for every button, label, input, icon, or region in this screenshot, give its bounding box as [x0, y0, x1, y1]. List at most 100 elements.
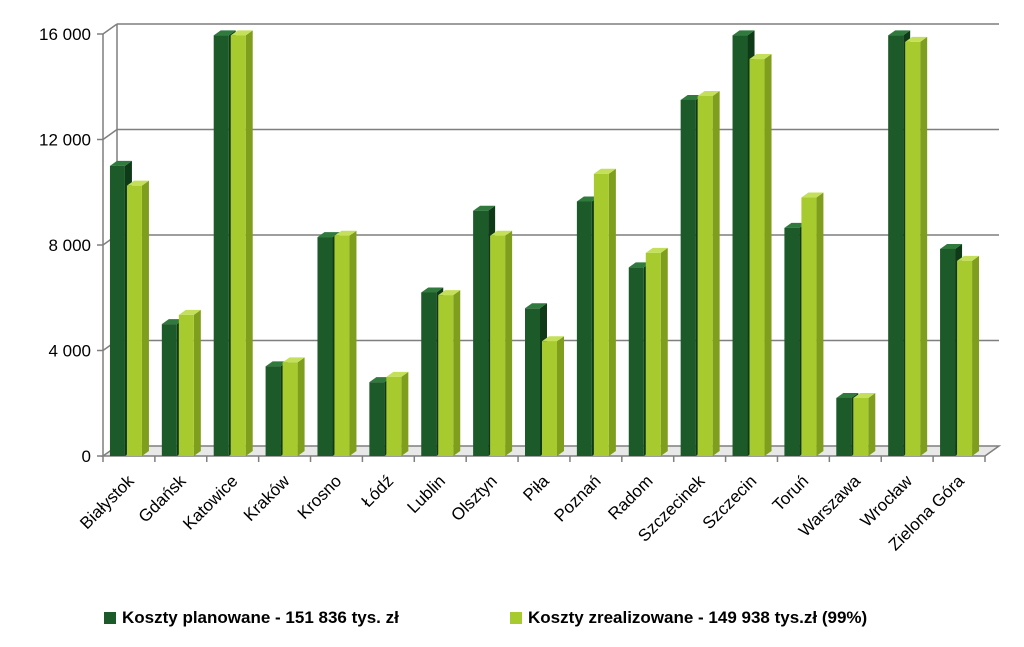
bar-planned-top	[525, 303, 547, 309]
bar-planned-top	[317, 232, 340, 238]
bar-planned	[888, 35, 904, 456]
bar-realized-top	[178, 309, 201, 315]
bar-realized-top	[905, 36, 928, 42]
bar-planned	[525, 308, 540, 456]
bar-planned	[732, 35, 748, 456]
bar-realized-side	[297, 357, 305, 456]
bar-planned-top	[836, 392, 859, 398]
x-tick-label: Lublin	[404, 471, 450, 517]
legend-label-realized: Koszty zrealizowane - 149 938 tys.zł (99…	[528, 608, 868, 627]
bar-planned-top	[628, 262, 651, 268]
bar-realized-side	[764, 54, 772, 457]
bar-planned-top	[680, 94, 703, 100]
bar-realized-top	[282, 357, 305, 363]
y-tick-label: 12 000	[39, 131, 91, 150]
bar-realized-side	[712, 90, 720, 456]
bar-realized	[645, 252, 661, 456]
bar-realized-top	[957, 255, 980, 261]
bar-planned	[213, 35, 229, 456]
bar-planned	[680, 99, 696, 456]
bar-realized-side	[608, 168, 616, 456]
x-tick-label: Łódź	[358, 471, 398, 511]
bar-planned	[109, 165, 125, 456]
bar-realized-top	[334, 230, 357, 236]
bar-planned-top	[421, 287, 444, 293]
bar-realized-side	[660, 247, 668, 456]
x-tick-label: Białystok	[76, 471, 138, 533]
bar-planned	[940, 248, 956, 456]
bar-planned	[836, 397, 852, 456]
gridline-depth	[102, 128, 118, 141]
bar-planned	[784, 227, 800, 456]
bar-planned-top	[784, 222, 807, 228]
bar-realized	[593, 173, 609, 456]
bar-planned-top	[161, 319, 184, 325]
x-tick-label: Poznań	[550, 471, 604, 525]
x-tick-label: Szczecin	[699, 471, 761, 533]
bar-planned-top	[888, 30, 911, 36]
y-tick-label: 0	[82, 447, 91, 466]
x-tick-label: Kraków	[240, 471, 294, 525]
bar-realized-side	[193, 309, 201, 456]
bar-realized	[801, 197, 817, 456]
bar-realized	[386, 376, 402, 456]
bar-realized-top	[126, 180, 149, 186]
bar-planned	[161, 324, 177, 456]
x-tick-label: Toruń	[769, 471, 813, 515]
gridline-depth	[102, 23, 118, 35]
bar-planned	[473, 210, 489, 456]
bar-realized-top	[645, 247, 668, 253]
bar-realized	[957, 260, 973, 456]
x-tick-label: Piła	[519, 471, 553, 505]
bar-planned	[628, 267, 644, 456]
bar-realized-side	[349, 230, 357, 456]
x-tick-label: Katowice	[179, 471, 241, 533]
bar-realized-top	[749, 54, 772, 60]
bar-realized-top	[697, 90, 720, 96]
y-tick-label: 16 000	[39, 25, 91, 44]
bar-realized	[282, 362, 298, 456]
bar-planned-top	[213, 30, 236, 36]
bar-realized-side	[816, 192, 824, 456]
bar-realized	[438, 295, 454, 456]
legend-swatch-realized	[510, 612, 522, 624]
bar-realized	[230, 35, 246, 456]
bar-planned	[265, 366, 281, 456]
x-tick-label: Radom	[604, 471, 656, 523]
bar-planned	[369, 382, 385, 456]
bar-realized	[853, 397, 869, 456]
legend-label-planned: Koszty planowane - 151 836 tys. zł	[122, 608, 399, 627]
x-tick-label: Olsztyn	[447, 471, 501, 525]
bar-planned-top	[473, 205, 496, 211]
bar-realized	[334, 235, 350, 456]
bar-realized	[542, 341, 557, 456]
legend-item-realized: Koszty zrealizowane - 149 938 tys.zł (99…	[510, 608, 867, 628]
y-tick-label: 8 000	[48, 236, 91, 255]
bar-realized-top	[438, 290, 461, 296]
bar-realized-side	[141, 180, 149, 456]
bar-realized	[697, 95, 713, 456]
bar-realized	[126, 185, 142, 456]
bar-realized	[749, 59, 765, 457]
bar-realized-top	[386, 371, 409, 377]
bar-realized-side	[401, 371, 409, 456]
bar-realized-side	[245, 30, 253, 456]
bar-realized-top	[490, 230, 513, 236]
bar-realized-top	[801, 192, 824, 198]
bar-planned-top	[369, 377, 392, 383]
bar-realized	[490, 235, 506, 456]
legend: Koszty planowane - 151 836 tys. zł Koszt…	[0, 608, 1024, 638]
bar-realized-top	[853, 392, 876, 398]
bar-realized-side	[868, 392, 876, 456]
bar-planned-top	[109, 160, 132, 166]
bar-planned	[421, 292, 437, 456]
bar-realized-side	[557, 336, 564, 456]
bar-realized	[905, 41, 921, 456]
y-tick-label: 4 000	[48, 342, 91, 361]
bar-planned	[576, 201, 592, 456]
bar-realized-top	[593, 168, 616, 174]
bar-planned-top	[265, 361, 288, 367]
bar-planned-top	[940, 243, 963, 249]
bar-realized-side	[505, 230, 513, 456]
